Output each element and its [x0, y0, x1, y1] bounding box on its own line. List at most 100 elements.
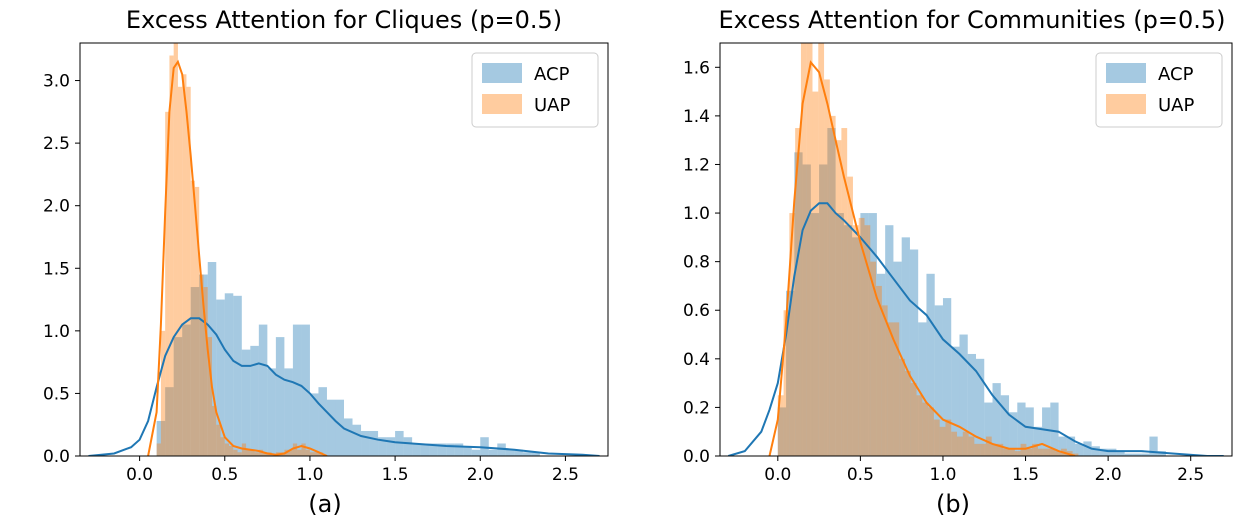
bar-acp: [786, 290, 795, 456]
bar-uap: [156, 443, 161, 456]
bar-acp: [1108, 448, 1117, 456]
bar-uap: [806, 43, 813, 456]
bar-uap: [194, 186, 200, 456]
kde-line-acp: [88, 317, 600, 456]
bar-acp: [522, 452, 532, 456]
y-tick-label: 2.5: [43, 134, 70, 154]
bar-uap: [233, 449, 238, 456]
bar-uap: [177, 86, 183, 456]
bar-acp: [802, 164, 811, 456]
bar-acp: [216, 299, 225, 456]
bar-uap: [777, 395, 784, 456]
bar-uap: [922, 402, 929, 456]
bar-acp: [454, 443, 464, 456]
bar-uap: [864, 225, 871, 456]
bar-acp: [909, 249, 919, 456]
bar-uap: [254, 452, 259, 456]
bar-acp: [361, 430, 370, 456]
bar-acp: [420, 443, 430, 456]
bar-uap: [818, 43, 825, 456]
bar-acp: [258, 324, 268, 456]
bar-acp: [1141, 453, 1150, 456]
bar-uap: [910, 383, 917, 456]
bar-acp: [531, 452, 540, 456]
bar-uap: [997, 443, 1004, 456]
bar-acp: [794, 152, 803, 456]
legend-label-acp: ACP: [1158, 64, 1194, 85]
bar-acp: [326, 399, 336, 456]
bar-uap: [928, 407, 934, 456]
plot-area: [88, 43, 600, 456]
bar-uap: [951, 431, 958, 456]
kde-line-acp: [728, 202, 1224, 456]
bar-uap: [173, 43, 178, 456]
chart-title: Excess Attention for Cliques (p=0.5): [126, 6, 562, 34]
bar-acp: [224, 293, 234, 456]
y-tick-label: 1.0: [683, 204, 710, 224]
kde-line-uap: [147, 59, 328, 456]
bar-acp: [835, 213, 844, 456]
bar-uap: [824, 79, 830, 456]
bar-acp: [190, 287, 200, 456]
bar-acp: [292, 324, 302, 456]
bar-acp: [1132, 453, 1142, 456]
bar-uap: [1037, 448, 1044, 456]
x-tick-label: 1.0: [929, 465, 956, 485]
bar-acp: [1058, 436, 1067, 456]
bar-uap: [812, 91, 819, 456]
x-tick-label: 0.5: [847, 465, 874, 485]
bar-acp: [352, 424, 362, 456]
x-tick-label: 2.0: [1095, 465, 1122, 485]
y-tick-label: 1.0: [43, 322, 70, 342]
bar-acp: [267, 368, 276, 456]
bar-acp: [309, 393, 319, 456]
bar-uap: [297, 449, 302, 456]
bar-uap: [887, 322, 894, 456]
bar-acp: [860, 213, 869, 456]
x-tick-label: 0.0: [764, 465, 791, 485]
bar-uap: [957, 436, 963, 456]
bar-acp: [318, 387, 327, 456]
bar-uap: [980, 443, 986, 456]
y-tick-label: 1.6: [683, 58, 710, 78]
legend-swatch-uap: [482, 94, 522, 114]
x-tick-label: 1.5: [1012, 465, 1039, 485]
bar-acp: [901, 237, 910, 456]
bar-uap: [292, 443, 298, 456]
bar-acp: [992, 383, 1001, 456]
bar-uap: [1055, 451, 1062, 456]
bar-uap: [1020, 443, 1027, 456]
bar-uap: [301, 443, 306, 456]
legend-swatch-acp: [482, 63, 522, 83]
bar-acp: [471, 449, 481, 456]
bar-acp: [934, 305, 943, 456]
bar-acp: [386, 437, 396, 456]
bar-uap: [199, 274, 204, 456]
bar-uap: [876, 285, 882, 456]
bar-uap: [1009, 448, 1015, 456]
bar-acp: [182, 324, 191, 456]
legend-label-uap: UAP: [1158, 95, 1194, 116]
bar-acp: [1099, 448, 1109, 456]
y-tick-label: 2.0: [43, 197, 70, 217]
bar-uap: [1032, 443, 1038, 456]
y-tick-label: 1.5: [43, 259, 70, 279]
legend-label-acp: ACP: [534, 64, 570, 85]
x-tick-label: 0.5: [211, 465, 238, 485]
bar-acp: [1124, 453, 1133, 456]
bar-acp: [1116, 451, 1125, 456]
bar-acp: [1091, 446, 1100, 456]
bar-uap: [1072, 453, 1079, 456]
bar-uap: [314, 452, 319, 456]
bar-uap: [182, 74, 187, 456]
bar-acp: [165, 387, 174, 456]
kde-line-uap: [768, 60, 1076, 456]
bar-acp: [233, 295, 242, 456]
plot-area: [728, 43, 1224, 456]
legend: ACP UAP: [1095, 52, 1223, 128]
bar-acp: [241, 349, 251, 456]
bar-acp: [378, 437, 387, 456]
x-tick-label: 1.0: [296, 465, 323, 485]
bar-uap: [160, 330, 166, 456]
histogram-acp: [777, 128, 1166, 456]
